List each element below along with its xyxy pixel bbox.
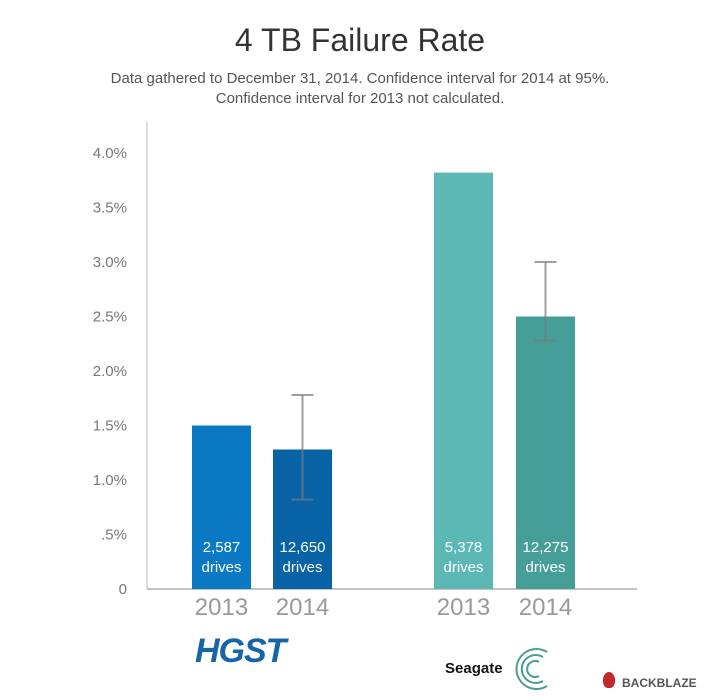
chart-title: 4 TB Failure Rate [234,22,486,58]
bar-seagate-2013 [434,172,493,589]
y-tick-label: .5% [101,527,127,544]
chart-subtitle-line-1: Data gathered to December 31, 2014. Conf… [110,70,610,87]
drive-count-label: 5,378 [445,539,483,556]
x-tick-label: 2014 [276,594,329,621]
bar-seagate-2014 [516,316,575,589]
chart-subtitle-line-2: Confidence interval for 2013 not calcula… [215,90,505,107]
hgst-logo: HGST [195,632,286,670]
backblaze-flame-icon [603,672,615,688]
drive-count-label: 12,275 [523,539,569,556]
drive-count-label: 12,650 [280,539,326,556]
backblaze-logo: BACKBLAZE [622,676,697,690]
y-tick-label: 3.0% [93,254,127,271]
y-tick-label: 0 [119,581,127,598]
x-tick-label: 2013 [195,594,248,621]
y-tick-label: 3.5% [93,200,127,217]
x-tick-label: 2013 [437,594,490,621]
bar-hgst-2013 [192,425,251,589]
y-tick-label: 1.5% [93,418,127,435]
drives-label: drives [282,559,322,576]
seagate-logo: Seagate [445,646,557,692]
drives-label: drives [525,559,565,576]
y-tick-label: 2.5% [93,309,127,326]
seagate-disc-icon [515,648,548,690]
y-tick-label: 2.0% [93,363,127,380]
y-tick-label: 1.0% [93,472,127,489]
y-tick-label: 4.0% [93,145,127,162]
x-tick-label: 2014 [519,594,572,621]
drives-label: drives [201,559,241,576]
drive-count-label: 2,587 [203,539,241,556]
drives-label: drives [443,559,483,576]
